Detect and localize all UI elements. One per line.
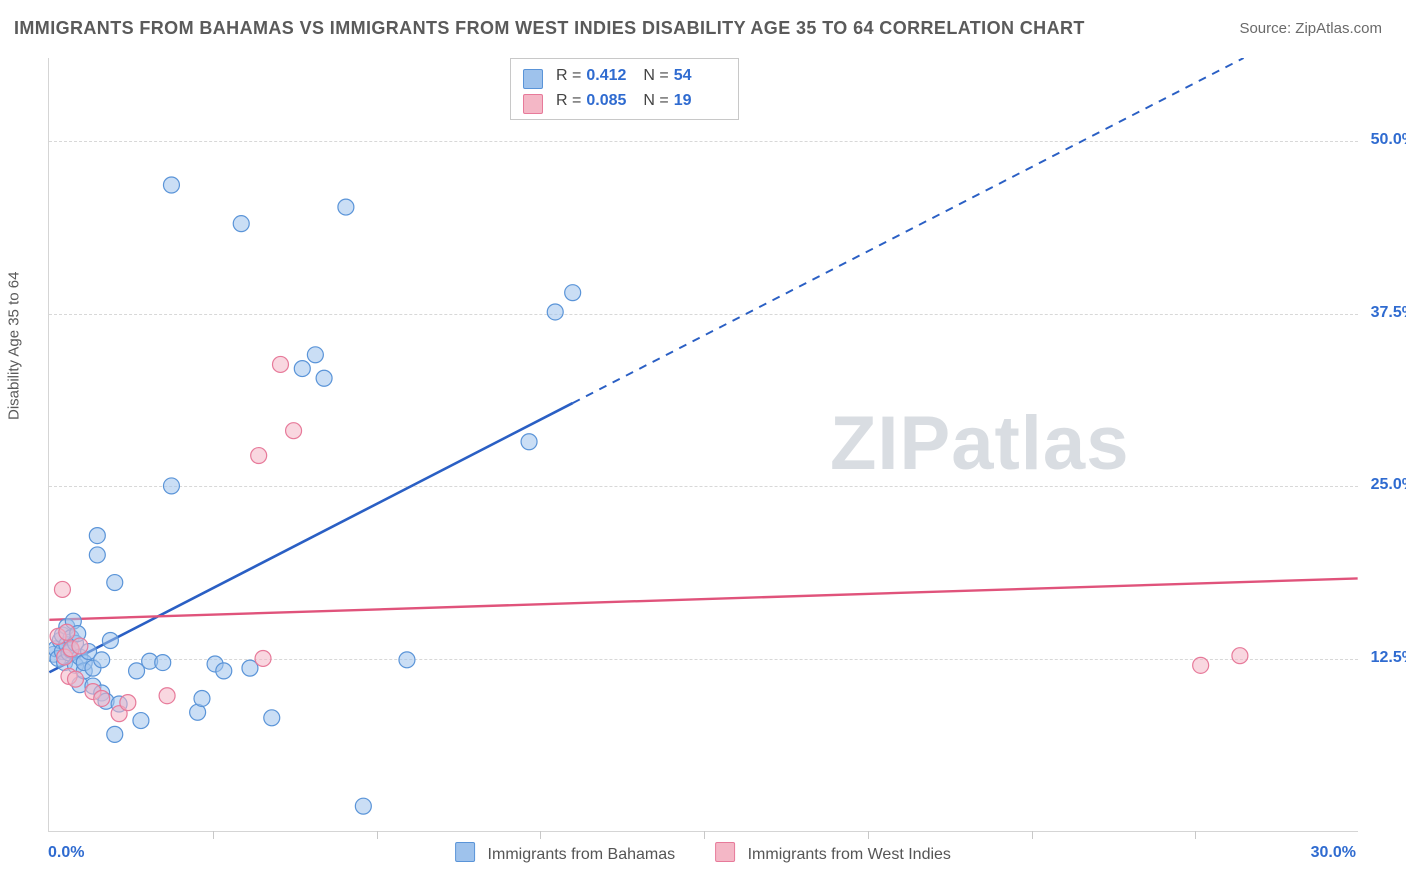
data-point: [59, 624, 75, 640]
plot-area: 12.5%25.0%37.5%50.0%: [48, 58, 1358, 832]
legend-swatch-westindies: [715, 842, 735, 862]
legend-item-bahamas: Immigrants from Bahamas: [455, 839, 675, 864]
chart-title: IMMIGRANTS FROM BAHAMAS VS IMMIGRANTS FR…: [14, 18, 1085, 39]
data-point: [272, 356, 288, 372]
y-tick-label: 37.5%: [1358, 304, 1406, 322]
data-point: [163, 478, 179, 494]
series-legend: Immigrants from Bahamas Immigrants from …: [455, 839, 951, 864]
data-point: [68, 671, 84, 687]
data-point: [107, 575, 123, 591]
legend-swatch-westindies: [523, 94, 543, 114]
legend-label-westindies: Immigrants from West Indies: [748, 846, 951, 863]
data-point: [307, 347, 323, 363]
x-minor-tick: [868, 831, 869, 839]
r-label: R =: [556, 92, 581, 110]
data-point: [94, 690, 110, 706]
legend-row-bahamas: R = 0.412 N = 54: [523, 63, 726, 88]
correlation-legend: R = 0.412 N = 54 R = 0.085 N = 19: [510, 58, 739, 120]
n-value-bahamas: 54: [674, 67, 726, 85]
data-point: [255, 650, 271, 666]
r-value-westindies: 0.085: [586, 92, 638, 110]
legend-label-bahamas: Immigrants from Bahamas: [488, 846, 676, 863]
r-label: R =: [556, 67, 581, 85]
data-point: [294, 361, 310, 377]
data-point: [102, 633, 118, 649]
legend-swatch-bahamas: [523, 69, 543, 89]
legend-item-westindies: Immigrants from West Indies: [715, 839, 951, 864]
x-minor-tick: [704, 831, 705, 839]
data-point: [54, 581, 70, 597]
data-point: [399, 652, 415, 668]
data-point: [264, 710, 280, 726]
data-point: [89, 528, 105, 544]
data-point: [547, 304, 563, 320]
y-tick-label: 25.0%: [1358, 476, 1406, 494]
data-point: [155, 655, 171, 671]
data-point: [216, 663, 232, 679]
data-point: [159, 688, 175, 704]
x-minor-tick: [1032, 831, 1033, 839]
data-point: [1193, 657, 1209, 673]
data-point: [133, 713, 149, 729]
n-label: N =: [643, 67, 668, 85]
n-value-westindies: 19: [674, 92, 726, 110]
legend-row-westindies: R = 0.085 N = 19: [523, 88, 726, 113]
x-tick-min: 0.0%: [48, 844, 84, 862]
chart-canvas: [49, 58, 1358, 831]
y-axis-label: Disability Age 35 to 64: [6, 272, 23, 420]
x-minor-tick: [213, 831, 214, 839]
data-point: [72, 638, 88, 654]
y-tick-label: 50.0%: [1358, 131, 1406, 149]
data-point: [94, 652, 110, 668]
source-label: Source: ZipAtlas.com: [1239, 20, 1382, 37]
r-value-bahamas: 0.412: [586, 67, 638, 85]
data-point: [194, 690, 210, 706]
data-point: [565, 285, 581, 301]
data-point: [120, 695, 136, 711]
trend-line: [49, 578, 1357, 619]
data-point: [338, 199, 354, 215]
legend-swatch-bahamas: [455, 842, 475, 862]
data-point: [89, 547, 105, 563]
y-tick-label: 12.5%: [1358, 649, 1406, 667]
x-minor-tick: [540, 831, 541, 839]
data-point: [163, 177, 179, 193]
data-point: [107, 726, 123, 742]
n-label: N =: [643, 92, 668, 110]
data-point: [286, 423, 302, 439]
trend-line: [49, 403, 572, 672]
x-minor-tick: [377, 831, 378, 839]
data-point: [316, 370, 332, 386]
data-point: [1232, 648, 1248, 664]
data-point: [233, 216, 249, 232]
data-point: [251, 448, 267, 464]
x-minor-tick: [1195, 831, 1196, 839]
data-point: [521, 434, 537, 450]
x-tick-max: 30.0%: [1311, 844, 1356, 862]
data-point: [355, 798, 371, 814]
